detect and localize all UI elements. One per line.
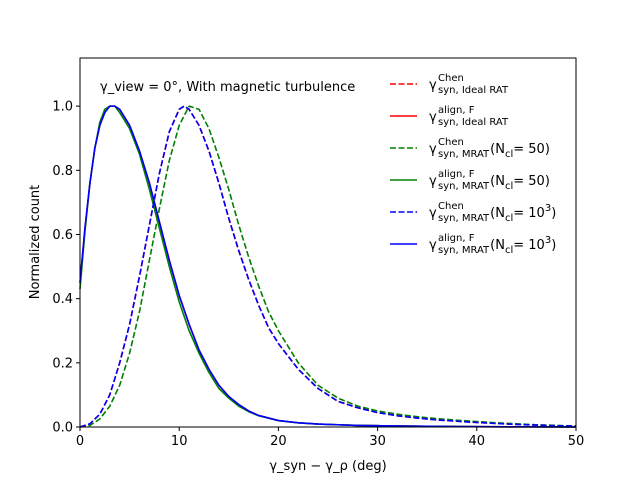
- legend-superscript: Chen: [438, 201, 464, 212]
- legend-suffix-value: = 50): [513, 174, 550, 189]
- legend-suffix-value: = 10: [513, 238, 545, 253]
- legend-superscript: align, F: [438, 105, 475, 116]
- legend-suffix-subscript: cl: [505, 213, 513, 224]
- series-layer: [79, 105, 577, 428]
- legend-symbol: γ: [429, 78, 437, 93]
- ticks-layer: 0 10 20 30 40 50 0.0 0.2 0.4 0.6 0.8 1.0: [52, 100, 584, 449]
- legend-suffix-superscript: 3: [545, 235, 551, 246]
- legend-subscript: syn, MRAT: [438, 245, 490, 256]
- legend-superscript: align, F: [438, 169, 475, 180]
- plot-frame: [79, 57, 577, 428]
- y-tick-label: 0.8: [52, 164, 73, 179]
- legend-symbol: γ: [429, 238, 437, 253]
- legend-symbol: γ: [429, 206, 437, 221]
- x-tick-label: 0: [76, 434, 84, 449]
- legend-suffix-value: = 10: [513, 206, 545, 221]
- legend-suffix-value: = 50): [513, 142, 550, 157]
- legend-symbol: γ: [429, 142, 437, 157]
- x-tick-label: 50: [568, 434, 585, 449]
- legend-subscript: syn, Ideal RAT: [438, 85, 509, 96]
- legend-symbol: γ: [429, 174, 437, 189]
- series-line-5: [79, 105, 577, 428]
- legend-suffix-close: ): [551, 238, 556, 253]
- chart-annotation: γ_view = 0°, With magnetic turbulence: [100, 80, 355, 95]
- x-tick-label: 10: [171, 434, 188, 449]
- x-axis-label: γ_syn − γ_ρ (deg): [269, 459, 386, 474]
- legend-suffix-subscript: cl: [505, 181, 513, 192]
- legend-suffix: (N: [490, 174, 505, 189]
- legend-suffix-close: ): [551, 206, 556, 221]
- legend-subscript: syn, MRAT: [438, 149, 490, 160]
- series-line-4: [79, 105, 577, 428]
- series-line-2: [79, 105, 577, 428]
- legend-superscript: align, F: [438, 233, 475, 244]
- x-tick-label: 20: [270, 434, 287, 449]
- legend-suffix: (N: [490, 142, 505, 157]
- x-tick-label: 30: [369, 434, 386, 449]
- legend-superscript: Chen: [438, 137, 464, 148]
- legend-subscript: syn, MRAT: [438, 181, 490, 192]
- y-tick-label: 0.0: [52, 421, 73, 436]
- y-axis-label: Normalized count: [28, 185, 43, 300]
- legend-symbol: γ: [429, 110, 437, 125]
- legend-superscript: Chen: [438, 73, 464, 84]
- legend-suffix-subscript: cl: [505, 245, 513, 256]
- y-tick-label: 0.2: [52, 356, 73, 371]
- legend-suffix: (N: [490, 238, 505, 253]
- legend-subscript: syn, Ideal RAT: [438, 117, 509, 128]
- y-tick-label: 0.6: [52, 228, 73, 243]
- x-tick-label: 40: [469, 434, 486, 449]
- legend-suffix-subscript: cl: [505, 149, 513, 160]
- legend-suffix-superscript: 3: [545, 203, 551, 214]
- legend-suffix: (N: [490, 206, 505, 221]
- y-tick-label: 0.4: [52, 292, 73, 307]
- y-tick-label: 1.0: [52, 100, 73, 115]
- legend-subscript: syn, MRAT: [438, 213, 490, 224]
